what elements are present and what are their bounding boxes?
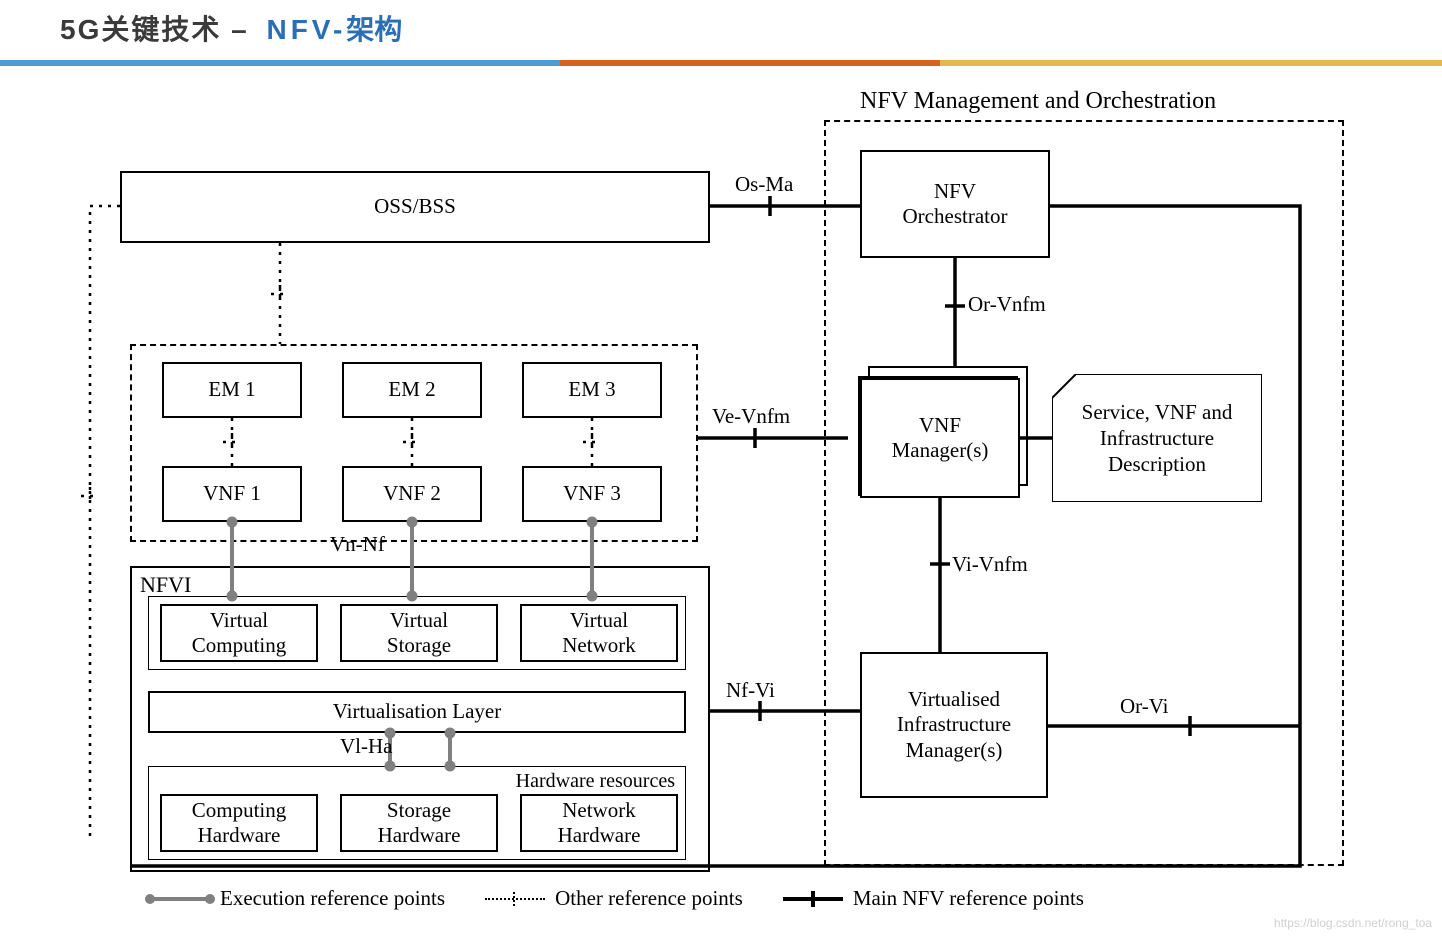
- hardware-resources-label: Hardware resources: [516, 769, 675, 793]
- legend-other: Other reference points: [485, 886, 743, 911]
- label-or-vi: Or-Vi: [1120, 694, 1168, 719]
- box-chw: ComputingHardware: [160, 794, 318, 852]
- description-document: Service, VNF andInfrastructureDescriptio…: [1052, 374, 1262, 502]
- label-vl-ha: Vl-Ha: [340, 734, 392, 759]
- watermark: https://blog.csdn.net/rong_toa: [1274, 916, 1432, 930]
- nfvi-label: NFVI: [140, 572, 191, 598]
- box-orchestrator: NFVOrchestrator: [860, 150, 1050, 258]
- title-main: 5G关键技术 –: [60, 14, 258, 45]
- slide-title: 5G关键技术 – NFV-架构: [0, 0, 1442, 48]
- legend-other-label: Other reference points: [555, 886, 743, 911]
- nfv-architecture-diagram: NFV Management and Orchestration NFVI Ha…: [0, 66, 1442, 936]
- box-vnet: VirtualNetwork: [520, 604, 678, 662]
- box-vstor: VirtualStorage: [340, 604, 498, 662]
- box-em3: EM 3: [522, 362, 662, 418]
- main-line-icon: [783, 897, 843, 901]
- box-vnf2: VNF 2: [342, 466, 482, 522]
- box-em1: EM 1: [162, 362, 302, 418]
- box-shw: StorageHardware: [340, 794, 498, 852]
- mano-title: NFV Management and Orchestration: [860, 88, 1216, 115]
- box-em2: EM 2: [342, 362, 482, 418]
- other-line-icon: [485, 898, 545, 900]
- title-sub2: 架构: [346, 14, 402, 45]
- exec-line-icon: [150, 897, 210, 901]
- label-nf-vi: Nf-Vi: [726, 678, 775, 703]
- legend: Execution reference points Other referen…: [150, 886, 1084, 911]
- label-ve-vnfm: Ve-Vnfm: [712, 404, 790, 429]
- label-vn-nf: Vn-Nf: [330, 532, 385, 557]
- title-sub: NFV-: [266, 14, 346, 45]
- label-vi-vnfm: Vi-Vnfm: [952, 552, 1028, 577]
- legend-exec-label: Execution reference points: [220, 886, 445, 911]
- label-or-vnfm: Or-Vnfm: [968, 292, 1046, 317]
- box-nhw: NetworkHardware: [520, 794, 678, 852]
- box-vcomp: VirtualComputing: [160, 604, 318, 662]
- box-vnf1: VNF 1: [162, 466, 302, 522]
- box-vnf_mgr: VNFManager(s): [860, 378, 1020, 498]
- box-vim: VirtualisedInfrastructureManager(s): [860, 652, 1048, 798]
- box-vnf3: VNF 3: [522, 466, 662, 522]
- legend-exec: Execution reference points: [150, 886, 445, 911]
- legend-main: Main NFV reference points: [783, 886, 1084, 911]
- box-ossbss: OSS/BSS: [120, 171, 710, 243]
- label-os-ma: Os-Ma: [735, 172, 793, 197]
- description-text: Service, VNF andInfrastructureDescriptio…: [1082, 399, 1233, 478]
- box-virt_layer: Virtualisation Layer: [148, 691, 686, 733]
- legend-main-label: Main NFV reference points: [853, 886, 1084, 911]
